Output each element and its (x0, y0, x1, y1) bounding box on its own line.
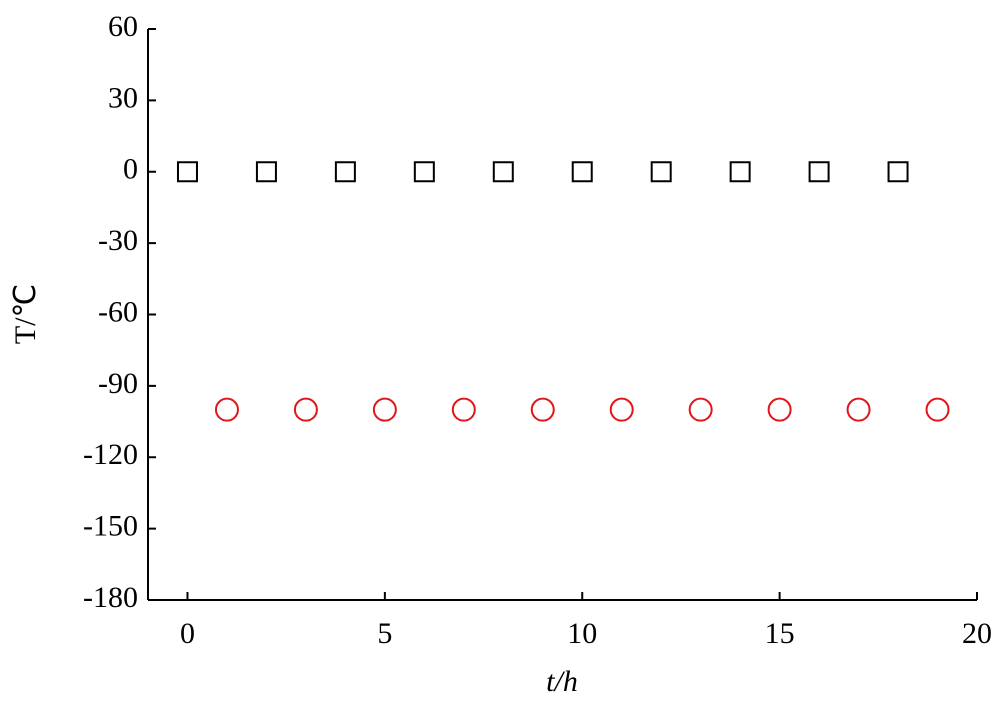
x-tick-label: 5 (377, 617, 392, 650)
point (925, 397, 950, 422)
x-tick-label: 10 (567, 617, 597, 650)
point (451, 397, 476, 422)
point (176, 161, 198, 183)
point (334, 161, 356, 183)
point (887, 161, 909, 183)
x-tick-label: 15 (765, 617, 795, 650)
point (372, 397, 397, 422)
point (413, 161, 435, 183)
point (767, 397, 792, 422)
point (214, 397, 239, 422)
y-tick-label: 0 (123, 153, 138, 186)
point (293, 397, 318, 422)
x-tick-label: 20 (962, 617, 992, 650)
y-tick-label: -90 (98, 367, 138, 400)
y-tick-label: -150 (83, 510, 138, 543)
y-tick-label: -120 (83, 438, 138, 471)
point (492, 161, 514, 183)
point (808, 161, 830, 183)
point (688, 397, 713, 422)
y-tick-label: -30 (98, 224, 138, 257)
point (609, 397, 634, 422)
point (530, 397, 555, 422)
y-tick-label: 60 (108, 10, 138, 43)
y-tick-label: -180 (83, 581, 138, 614)
point (846, 397, 871, 422)
y-tick-label: 30 (108, 81, 138, 114)
x-tick-label: 0 (180, 617, 195, 650)
point (571, 161, 593, 183)
x-axis-label: t/h (546, 665, 578, 698)
point (255, 161, 277, 183)
point (729, 161, 751, 183)
point (650, 161, 672, 183)
y-tick-label: -60 (98, 295, 138, 328)
y-axis-label: T/℃ (9, 284, 42, 344)
